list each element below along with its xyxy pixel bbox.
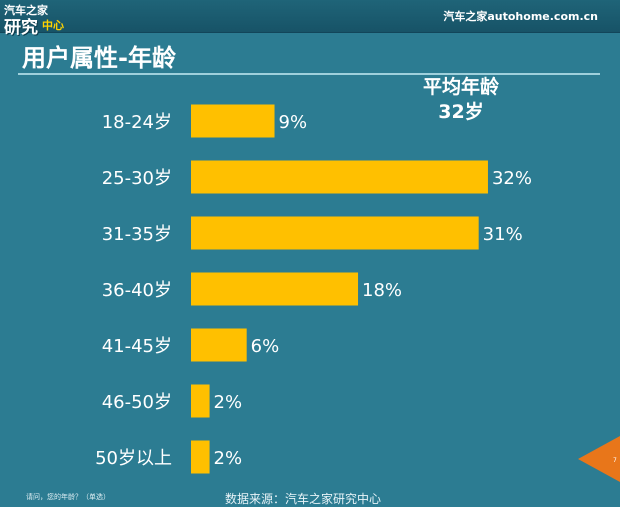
value-label: 2% <box>214 448 243 469</box>
category-label: 50岁以上 <box>95 448 172 469</box>
category-label: 41-45岁 <box>102 336 172 357</box>
bar <box>191 216 479 250</box>
value-label: 9% <box>279 112 308 133</box>
bar <box>191 384 210 418</box>
logo-text-sub: 中心 <box>42 19 64 32</box>
site-name: 汽车之家autohome.com.cn <box>443 10 598 23</box>
page-corner-arrow: 7 <box>578 436 620 482</box>
autohome-research-logo: 汽车之家 研究 中心 <box>4 2 84 38</box>
value-label: 6% <box>251 336 280 357</box>
average-age-callout: 平均年龄 32岁 <box>406 75 516 125</box>
data-source: 数据来源：汽车之家研究中心 <box>225 492 382 506</box>
header-bar: 汽车之家 研究 中心 汽车之家autohome.com.cn <box>0 0 620 38</box>
page-title: 用户属性-年龄 <box>22 44 176 72</box>
value-label: 2% <box>214 392 243 413</box>
bar <box>191 328 247 362</box>
category-label: 18-24岁 <box>102 112 172 133</box>
bar <box>191 160 488 194</box>
category-label: 31-35岁 <box>102 224 172 245</box>
category-label: 25-30岁 <box>102 168 172 189</box>
value-label: 18% <box>362 280 402 301</box>
logo-text-top: 汽车之家 <box>4 4 48 17</box>
survey-question-note: 请问，您的年龄？（单选） <box>26 493 110 501</box>
value-label: 31% <box>483 224 523 245</box>
category-label: 46-50岁 <box>102 392 172 413</box>
average-age-label: 平均年龄 <box>422 76 499 98</box>
value-label: 32% <box>492 168 532 189</box>
title-divider <box>18 73 600 75</box>
bar <box>191 272 359 306</box>
page-number: 7 <box>613 457 617 464</box>
page-corner-triangle <box>578 436 620 482</box>
bar <box>191 104 275 138</box>
average-age-value: 32岁 <box>438 101 484 123</box>
logo-text-main: 研究 <box>4 18 38 38</box>
bar <box>191 440 210 474</box>
category-label: 36-40岁 <box>102 280 172 301</box>
